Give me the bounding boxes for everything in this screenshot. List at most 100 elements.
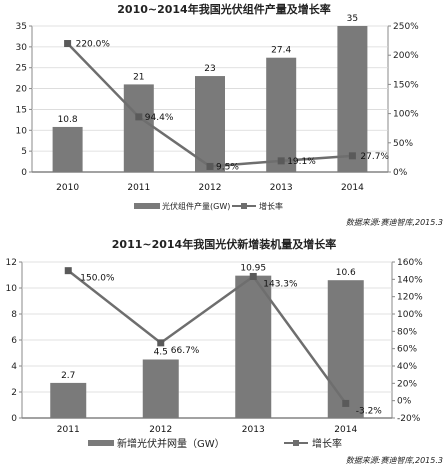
- growth-point-2014: [348, 152, 356, 160]
- chart-2-left-tick-labels: 0 2 4 6 8 10 12: [6, 258, 22, 424]
- bar-value-label: 27.4: [271, 46, 291, 56]
- right-tick-label: 0%: [393, 168, 408, 178]
- rate-label: 27.7%: [360, 152, 389, 162]
- bar-value-label: 4.5: [154, 348, 168, 358]
- chart-2-legend: 新增光伏并网量（GW） 增长率: [88, 437, 342, 450]
- x-tick-label: 2014: [334, 425, 357, 435]
- bar-2011: [123, 84, 154, 172]
- chart-1: 2010~2014年我国光伏组件产量及增长率 0 5 10 15 20 25 30 35 0%…: [16, 2, 443, 227]
- chart-1-left-tick-labels: 0 5 10 15 20 25 30 35: [16, 22, 32, 178]
- growth-point-2011: [135, 113, 143, 121]
- chart-2-source: 数据来源:赛迪智库,2015.3: [346, 456, 443, 465]
- right-tick-label: 200%: [393, 51, 419, 61]
- growth-point-2013: [277, 157, 285, 165]
- right-tick-label: 0%: [397, 397, 412, 407]
- right-tick-label: 100%: [393, 110, 419, 120]
- growth-point-2012: [206, 162, 214, 170]
- chart-2-right-tick-labels: -20% 0% 20% 40% 60% 80% 100% 120% 140% 160%: [392, 258, 423, 424]
- right-tick-label: 20%: [397, 379, 417, 389]
- bar-2014: [337, 26, 368, 172]
- rate-label: -3.2%: [356, 406, 383, 416]
- growth-line-path: [67, 269, 347, 405]
- rate-label: 94.4%: [145, 113, 174, 123]
- legend-line-label: 增长率: [312, 437, 342, 450]
- left-tick-label: 6: [11, 336, 17, 346]
- left-tick-label: 8: [11, 310, 17, 320]
- bar-2012: [142, 359, 179, 418]
- left-tick-label: 4: [11, 362, 17, 372]
- left-tick-label: 10: [16, 126, 28, 136]
- chart-1-growth-line: [64, 40, 356, 170]
- chart-2-rate-labels: 150.0% 66.7% 143.3% -3.2%: [80, 274, 382, 417]
- left-tick-label: 0: [21, 168, 27, 178]
- x-tick-label: 2013: [242, 425, 265, 435]
- chart-1-rate-labels: 220.0% 94.4% 9.5% 19.1% 27.7%: [76, 40, 390, 173]
- rate-label: 19.1%: [287, 157, 316, 167]
- rate-label: 150.0%: [80, 274, 115, 284]
- x-tick-label: 2014: [341, 183, 364, 193]
- legend-line-marker: [293, 440, 299, 446]
- x-tick-label: 2012: [149, 425, 172, 435]
- rate-label: 220.0%: [76, 40, 111, 50]
- right-tick-label: -20%: [397, 414, 421, 424]
- right-tick-label: 50%: [393, 139, 413, 149]
- bar-value-label: 35: [347, 14, 358, 24]
- chart-1-legend: 光伏组件产量(GW) 增长率: [134, 201, 283, 211]
- right-tick-label: 160%: [397, 258, 423, 268]
- x-tick-label: 2013: [270, 183, 293, 193]
- x-tick-label: 2011: [57, 425, 80, 435]
- left-tick-label: 2: [11, 388, 17, 398]
- bar-2013: [235, 275, 272, 418]
- left-tick-label: 0: [11, 414, 17, 424]
- x-tick-label: 2010: [56, 183, 79, 193]
- right-tick-label: 40%: [397, 362, 417, 372]
- legend-bar-label: 光伏组件产量(GW): [162, 201, 230, 211]
- growth-point-2013: [249, 272, 257, 280]
- growth-point-2014: [342, 399, 350, 407]
- chart-1-bar-value-labels: 10.8 21 23 27.4 35: [58, 14, 359, 125]
- growth-point-2012: [157, 339, 165, 347]
- bar-value-label: 10.95: [240, 264, 266, 274]
- chart-2: 2011~2014年我国光伏新增装机量及增长率 0 2 4 6 8 10 12 -20% 0%…: [6, 237, 443, 465]
- right-tick-label: 60%: [397, 345, 417, 355]
- legend-bar-label: 新增光伏并网量（GW）: [117, 437, 225, 450]
- left-tick-label: 5: [21, 147, 27, 157]
- right-tick-label: 120%: [397, 293, 423, 303]
- bar-2012: [195, 76, 225, 172]
- chart-2-title: 2011~2014年我国光伏新增装机量及增长率: [112, 237, 336, 251]
- legend-line-label: 增长率: [259, 201, 283, 211]
- right-tick-label: 80%: [397, 327, 417, 337]
- chart-1-source: 数据来源:赛迪智库,2015.3: [346, 218, 443, 227]
- right-tick-label: 100%: [397, 310, 423, 320]
- left-tick-label: 12: [6, 258, 17, 268]
- left-tick-label: 30: [16, 43, 28, 53]
- chart-1-title: 2010~2014年我国光伏组件产量及增长率: [117, 2, 330, 16]
- left-tick-label: 20: [16, 85, 28, 95]
- chart-1-x-tick-labels: 2010 2011 2012 2013 2014: [56, 183, 364, 193]
- legend-line-marker: [241, 203, 247, 209]
- chart-1-right-tick-labels: 0% 50% 100% 150% 200% 250%: [388, 22, 419, 178]
- rate-label: 66.7%: [171, 346, 200, 356]
- rate-label: 9.5%: [216, 162, 239, 172]
- x-tick-label: 2011: [127, 183, 150, 193]
- bar-value-label: 21: [133, 72, 144, 82]
- bar-value-label: 2.7: [61, 371, 75, 381]
- left-tick-label: 15: [16, 105, 27, 115]
- growth-point-2010: [64, 40, 72, 48]
- right-tick-label: 140%: [397, 275, 423, 285]
- chart-2-bar-value-labels: 2.7 4.5 10.95 10.6: [61, 264, 356, 381]
- x-tick-label: 2012: [199, 183, 222, 193]
- left-tick-label: 25: [16, 64, 27, 74]
- bar-2011: [50, 382, 87, 418]
- left-tick-label: 10: [6, 284, 18, 294]
- chart-2-bars: [50, 275, 364, 418]
- chart-1-bars: [52, 26, 368, 172]
- bar-value-label: 23: [204, 64, 215, 74]
- bar-2010: [52, 126, 83, 172]
- bar-2013: [266, 57, 297, 172]
- left-tick-label: 35: [16, 22, 27, 32]
- chart-2-x-tick-labels: 2011 2012 2013 2014: [57, 425, 358, 435]
- growth-point-2011: [64, 267, 72, 275]
- legend-bar-swatch: [134, 203, 160, 209]
